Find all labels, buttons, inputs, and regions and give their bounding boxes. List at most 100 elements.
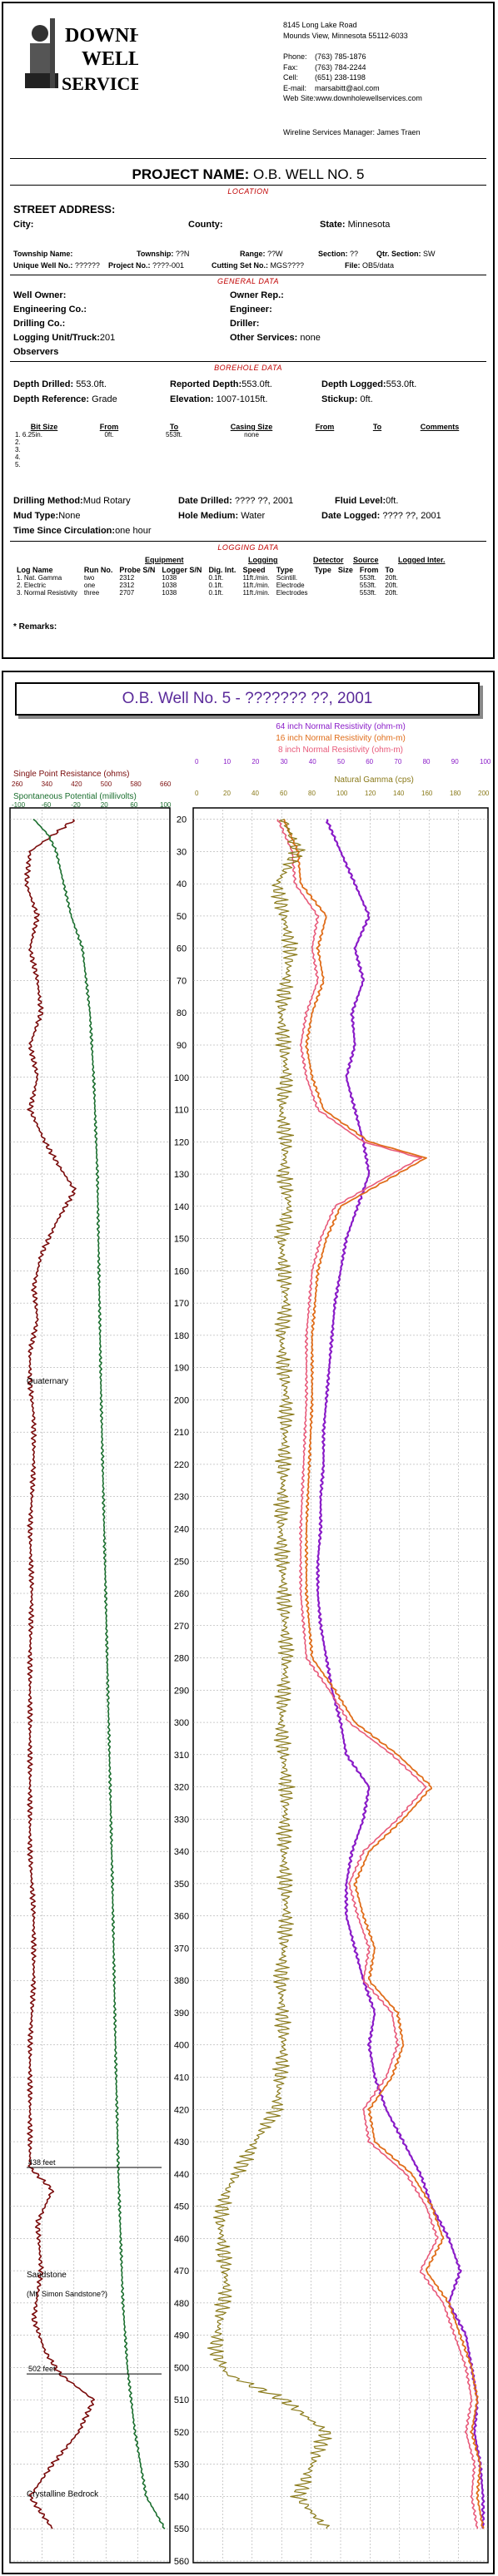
series-line-4 — [283, 819, 485, 2529]
logged-interval-group: Logged Inter. — [398, 556, 446, 564]
other-services-label: Other Services: — [230, 333, 298, 343]
depth-label: 550 — [174, 2524, 189, 2534]
depth-label: 180 — [174, 1331, 189, 1341]
project-name-label: PROJECT NAME: — [132, 166, 250, 182]
annotation-sandstone: Sandstone — [27, 2271, 67, 2280]
depth-label: 100 — [174, 1073, 189, 1083]
depth-label: 160 — [174, 1266, 189, 1276]
res-tick-label: 60 — [366, 758, 373, 765]
res-tick-label: 50 — [337, 758, 345, 765]
drilling-method-value: Mud Rotary — [82, 496, 131, 506]
depth-label: 470 — [174, 2266, 189, 2276]
depth-label: 540 — [174, 2492, 189, 2502]
depth-label: 250 — [174, 1557, 189, 1567]
sp-tick-label: 20 — [101, 801, 108, 809]
address-line-2: Mounds View, Minnesota 55112-6033 — [283, 32, 408, 40]
gamma-tick-label: 160 — [421, 790, 433, 797]
state-label: State: — [320, 220, 346, 230]
depth-label: 80 — [177, 1008, 187, 1018]
manager-line: Wireline Services Manager: James Traen — [283, 128, 421, 136]
depth-label: 170 — [174, 1299, 189, 1309]
depth-label: 510 — [174, 2395, 189, 2405]
time-circulation-value: one hour — [115, 526, 152, 536]
res-tick-label: 70 — [394, 758, 401, 765]
email-label: E-mail: — [283, 83, 307, 92]
depth-label: 240 — [174, 1524, 189, 1534]
spr-legend-label: Single Point Resistance (ohms) — [13, 770, 130, 779]
annotation-crystalline: Crystalline Bedrock — [27, 2489, 99, 2499]
cell-label: Cell: — [283, 73, 299, 82]
res-tick-label: 10 — [223, 758, 231, 765]
col-log-name: Log Name — [17, 566, 53, 574]
date-drilled-label: Date Drilled: — [178, 496, 232, 506]
depth-label: 410 — [174, 2073, 189, 2083]
table-row: 1. Nat. Gamma two 2312 1038 0.1ft. 11ft./min.… — [17, 574, 398, 582]
table-row: 4. — [15, 453, 21, 461]
logging-table: Log Name Run No. Probe S/N Logger S/N Di… — [13, 566, 401, 597]
depth-label: 500 — [174, 2363, 189, 2373]
borehole-data-heading: BOREHOLE DATA — [214, 364, 282, 372]
date-logged-label: Date Logged: — [321, 511, 381, 521]
engineering-co-label: Engineering Co.: — [13, 305, 87, 315]
depth-label: 40 — [177, 879, 187, 889]
gamma-tick-label: 180 — [450, 790, 461, 797]
series-line-3 — [316, 819, 486, 2529]
col-dig-int: Dig. Int. — [208, 566, 237, 574]
city-label: City: — [13, 220, 34, 230]
contact-block: Phone: (763) 785-1876 Fax: (763) 784-2244 … — [283, 52, 422, 104]
depth-label: 370 — [174, 1944, 189, 1954]
website-label: Web Site: — [283, 94, 316, 102]
spr-tick-label: 580 — [130, 780, 142, 788]
mud-type-label: Mud Type: — [13, 511, 59, 521]
sp-tick-label: -20 — [71, 801, 81, 809]
spr-tick-label: 420 — [71, 780, 82, 788]
depth-label: 450 — [174, 2202, 189, 2212]
depth-reference-value: Grade — [92, 394, 117, 404]
file-value: OB5/data — [362, 261, 395, 270]
depth-label: 20 — [177, 815, 187, 825]
depth-label: 380 — [174, 1976, 189, 1986]
depth-reference-label: Depth Reference: — [13, 394, 90, 404]
res64-legend-label: 64 inch Normal Resistivity (ohm-m) — [276, 722, 406, 731]
res-tick-label: 0 — [195, 758, 199, 765]
reported-depth-label: Reported Depth: — [170, 379, 242, 389]
annotation-438-feet: 438 feet — [28, 2158, 56, 2167]
depth-label: 390 — [174, 2009, 189, 2019]
depth-label: 560 — [174, 2557, 189, 2567]
depth-label: 300 — [174, 1718, 189, 1728]
hole-medium-value: Water — [241, 511, 266, 521]
gamma-tick-label: 200 — [478, 790, 490, 797]
depth-drilled-value: 553.0ft. — [76, 379, 107, 389]
website-value[interactable]: www.downholewellservices.com — [315, 94, 422, 102]
depth-label: 60 — [177, 944, 187, 954]
depth-label: 310 — [174, 1751, 189, 1761]
hole-medium-label: Hole Medium: — [178, 511, 239, 521]
col-logged-from: From — [359, 566, 379, 574]
depth-label: 340 — [174, 1847, 189, 1857]
section-label: Section: — [318, 250, 348, 258]
depth-label: 30 — [177, 847, 187, 857]
project-name-value: O.B. WELL NO. 5 — [252, 166, 365, 182]
right-track-frame — [192, 807, 489, 2564]
logging-unit-label: Logging Unit/Truck: — [13, 333, 100, 343]
range-label: Range: — [240, 250, 266, 258]
depth-logged-value: 553.0ft. — [386, 379, 417, 389]
depth-label: 120 — [174, 1137, 189, 1147]
res-tick-label: 90 — [451, 758, 459, 765]
depth-label: 520 — [174, 2428, 189, 2438]
table-row: 1. 6.25in. 0ft. 553ft. none — [15, 431, 259, 438]
res-tick-label: 40 — [309, 758, 316, 765]
email-value[interactable]: marsabitt@aol.com — [315, 83, 380, 92]
logo-driller-icon: DOWNHOLE WELL SERVICES, LLC. — [22, 10, 204, 94]
bit-casing-table: Bit Size From To Casing Size From To Com… — [12, 423, 478, 468]
file-label: File: — [345, 261, 361, 270]
phone-value: (763) 785-1876 — [315, 52, 366, 61]
series-line-2 — [32, 818, 166, 2529]
gamma-tick-label: 0 — [195, 790, 199, 797]
col-logged-to: To — [385, 566, 394, 574]
depth-label: 190 — [174, 1364, 189, 1374]
depth-logged-label: Depth Logged: — [321, 379, 386, 389]
fluid-level-value: 0ft. — [386, 496, 399, 506]
source-group: Source — [353, 556, 379, 564]
depth-label: 430 — [174, 2138, 189, 2147]
